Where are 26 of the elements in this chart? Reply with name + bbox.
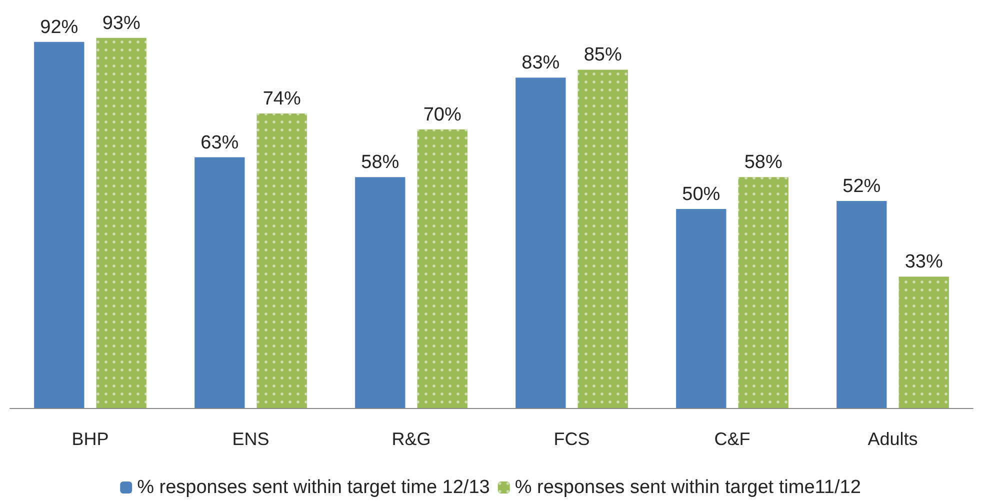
x-tick-label: R&G xyxy=(392,429,431,449)
data-label: 85% xyxy=(584,44,622,66)
x-tick-label: ENS xyxy=(232,429,270,449)
data-label: 33% xyxy=(904,252,943,273)
x-tick-label: C&F xyxy=(714,429,750,449)
data-label: 93% xyxy=(102,12,140,34)
data-label: 52% xyxy=(842,176,881,198)
x-tick-label: BHP xyxy=(72,429,109,449)
data-label: 74% xyxy=(262,88,301,110)
bar xyxy=(194,157,245,408)
data-label: 83% xyxy=(522,52,560,74)
legend-label: % responses sent within target time 12/13 xyxy=(137,477,490,498)
data-label: 58% xyxy=(744,152,782,174)
x-tick-label: Adults xyxy=(868,429,918,449)
data-label: 63% xyxy=(200,132,239,154)
data-label: 58% xyxy=(361,152,400,174)
bar xyxy=(355,177,406,408)
data-label: 70% xyxy=(423,104,462,126)
bar xyxy=(34,42,84,408)
bar xyxy=(516,78,566,408)
data-label: 92% xyxy=(40,16,78,38)
data-label: 50% xyxy=(682,184,720,205)
legend-label: % responses sent within target time11/12 xyxy=(514,477,861,498)
bar xyxy=(836,201,887,408)
bar xyxy=(676,209,726,408)
x-tick-label: FCS xyxy=(554,429,590,449)
